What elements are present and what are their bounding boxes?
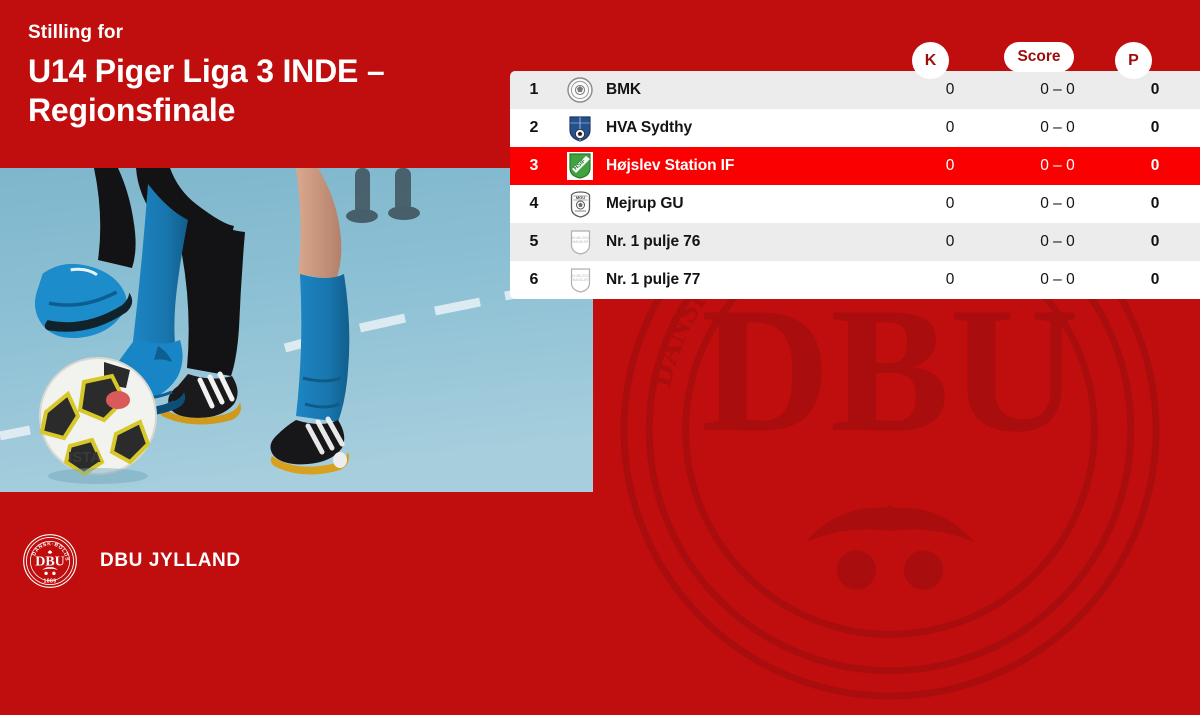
team-name: Nr. 1 pulje 77 — [606, 271, 701, 288]
team-name: HVA Sydthy — [606, 119, 692, 136]
row-position: 1 — [529, 81, 539, 98]
team-crest-icon: HSIF — [558, 152, 602, 180]
svg-text:DBU: DBU — [35, 554, 65, 569]
points: 0 — [1150, 271, 1160, 288]
team-crest-icon — [558, 77, 602, 103]
table-row[interactable]: 2 HVA Sydthy 0 0 – 0 0 — [510, 109, 1200, 147]
dbu-logo-icon: DANSK·BOLDSPIL·UNION DBU 1889 — [22, 533, 78, 589]
table-row[interactable]: 1 BMK 0 0 – 0 0 — [510, 71, 1200, 109]
svg-text:ISTA: ISTA — [68, 449, 101, 466]
team-crest-icon: MGU — [558, 190, 602, 218]
team-name: Mejrup GU — [606, 195, 684, 212]
matches-played: 0 — [945, 195, 955, 212]
points: 0 — [1150, 119, 1160, 136]
row-position: 6 — [529, 271, 539, 288]
matches-played: 0 — [945, 81, 955, 98]
points: 0 — [1150, 233, 1160, 250]
team-crest-placeholder-icon: KLUBLOGO MANGLER — [558, 228, 602, 256]
goal-score: 0 – 0 — [1040, 233, 1075, 250]
matches-played: 0 — [945, 157, 955, 174]
goal-score: 0 – 0 — [1040, 81, 1075, 98]
points: 0 — [1150, 157, 1160, 174]
footer-org-name: DBU JYLLAND — [100, 550, 241, 571]
team-crest-icon — [558, 115, 602, 142]
team-crest-placeholder-icon: KLUBLOGO MANGLER — [558, 266, 602, 294]
column-header-p: P — [1115, 42, 1152, 79]
column-header-pills: K Score P — [0, 0, 1200, 79]
row-position: 3 — [529, 157, 539, 174]
page-title: U14 Piger Liga 3 INDE – Regionsfinale — [28, 53, 385, 129]
goal-score: 0 – 0 — [1040, 119, 1075, 136]
team-name: Nr. 1 pulje 76 — [606, 233, 701, 250]
svg-text:DBU: DBU — [701, 270, 1079, 469]
goal-score: 0 – 0 — [1040, 157, 1075, 174]
team-name: Højslev Station IF — [606, 157, 735, 174]
team-name: BMK — [606, 81, 641, 98]
table-row-highlighted[interactable]: 3 HSIF Højslev Station IF 0 0 – 0 0 — [510, 147, 1200, 185]
header-banner: Stilling for U14 Piger Liga 3 INDE – Reg… — [0, 0, 1200, 168]
table-row[interactable]: 6 KLUBLOGO MANGLER Nr. 1 pulje 77 0 0 – … — [510, 261, 1200, 299]
footer-bar: DANSK·BOLDSPIL·UNION DBU 1889 DBU JYLLAN… — [0, 492, 1200, 630]
row-position: 2 — [529, 119, 539, 136]
svg-text:KLUBLOGO: KLUBLOGO — [571, 236, 589, 240]
svg-text:KLUBLOGO: KLUBLOGO — [571, 274, 589, 278]
row-position: 4 — [529, 195, 539, 212]
column-header-k: K — [912, 42, 949, 79]
svg-text:MANGLER: MANGLER — [572, 278, 588, 282]
header-eyebrow: Stilling for — [28, 22, 124, 43]
goal-score: 0 – 0 — [1040, 271, 1075, 288]
hero-photo: ISTA — [0, 168, 593, 492]
standings-table: 1 BMK 0 0 – 0 0 2 HVA Sydthy 0 — [510, 71, 1200, 299]
matches-played: 0 — [945, 119, 955, 136]
matches-played: 0 — [945, 271, 955, 288]
goal-score: 0 – 0 — [1040, 195, 1075, 212]
table-row[interactable]: 5 KLUBLOGO MANGLER Nr. 1 pulje 76 0 0 – … — [510, 223, 1200, 261]
column-header-score: Score — [1004, 42, 1074, 72]
points: 0 — [1150, 195, 1160, 212]
points: 0 — [1150, 81, 1160, 98]
table-row[interactable]: 4 MGU Mejrup GU 0 0 – 0 0 — [510, 185, 1200, 223]
svg-text:MANGLER: MANGLER — [572, 240, 588, 244]
svg-text:MGU: MGU — [575, 195, 584, 200]
svg-text:1889: 1889 — [44, 578, 57, 584]
row-position: 5 — [529, 233, 539, 250]
matches-played: 0 — [945, 233, 955, 250]
